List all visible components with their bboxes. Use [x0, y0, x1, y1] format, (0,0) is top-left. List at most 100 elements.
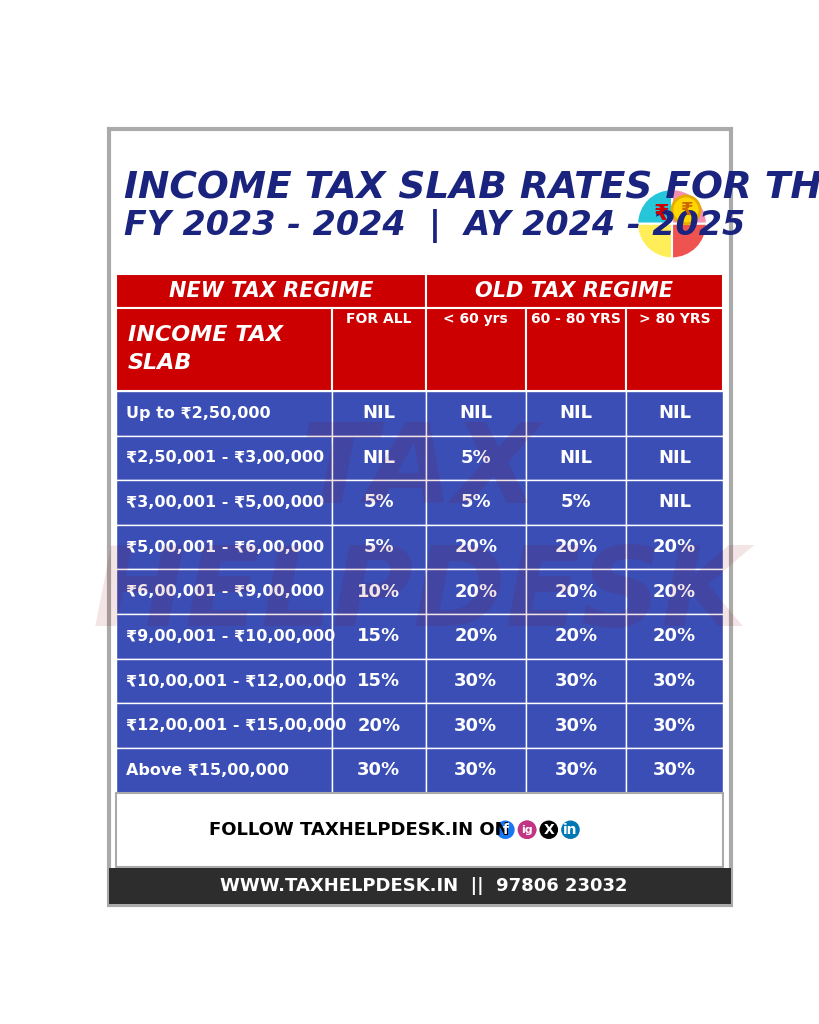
Text: 20%: 20%: [455, 539, 497, 556]
FancyBboxPatch shape: [626, 307, 723, 391]
Text: 10%: 10%: [357, 583, 400, 601]
FancyBboxPatch shape: [332, 525, 426, 569]
FancyBboxPatch shape: [626, 658, 723, 703]
Text: 5%: 5%: [364, 539, 394, 556]
Text: 30%: 30%: [455, 762, 497, 779]
FancyBboxPatch shape: [332, 703, 426, 749]
Text: 30%: 30%: [653, 672, 696, 690]
Text: NIL: NIL: [559, 449, 592, 467]
Text: ₹3,00,001 - ₹5,00,000: ₹3,00,001 - ₹5,00,000: [125, 495, 324, 510]
Circle shape: [496, 820, 514, 839]
Text: 20%: 20%: [554, 539, 598, 556]
Text: 30%: 30%: [554, 717, 598, 735]
FancyBboxPatch shape: [526, 569, 626, 614]
FancyBboxPatch shape: [116, 658, 332, 703]
Text: ₹: ₹: [654, 204, 670, 223]
FancyBboxPatch shape: [332, 614, 426, 658]
Wedge shape: [637, 224, 672, 258]
FancyBboxPatch shape: [626, 703, 723, 749]
FancyBboxPatch shape: [626, 391, 723, 435]
FancyBboxPatch shape: [626, 614, 723, 658]
Text: WWW.TAXHELPDESK.IN  ||  97806 23032: WWW.TAXHELPDESK.IN || 97806 23032: [220, 877, 627, 895]
FancyBboxPatch shape: [116, 435, 332, 480]
FancyBboxPatch shape: [426, 273, 723, 307]
Text: 60 - 80 YRS: 60 - 80 YRS: [531, 312, 621, 327]
Text: 20%: 20%: [653, 628, 696, 645]
Circle shape: [540, 820, 558, 839]
FancyBboxPatch shape: [116, 703, 332, 749]
FancyBboxPatch shape: [116, 614, 332, 658]
FancyBboxPatch shape: [332, 391, 426, 435]
Circle shape: [518, 820, 536, 839]
FancyBboxPatch shape: [526, 525, 626, 569]
FancyBboxPatch shape: [526, 480, 626, 525]
FancyBboxPatch shape: [426, 525, 526, 569]
FancyBboxPatch shape: [332, 435, 426, 480]
Text: 5%: 5%: [460, 494, 491, 512]
Text: 20%: 20%: [455, 628, 497, 645]
Text: in: in: [563, 822, 577, 837]
FancyBboxPatch shape: [426, 480, 526, 525]
Text: 20%: 20%: [357, 717, 400, 735]
FancyBboxPatch shape: [526, 749, 626, 793]
FancyBboxPatch shape: [116, 307, 332, 391]
Wedge shape: [672, 189, 707, 224]
Text: Above ₹15,00,000: Above ₹15,00,000: [125, 763, 288, 778]
Text: NEW TAX REGIME: NEW TAX REGIME: [169, 281, 373, 301]
Circle shape: [518, 820, 536, 839]
Text: ₹: ₹: [680, 201, 692, 219]
FancyBboxPatch shape: [109, 129, 731, 905]
Text: FOR ALL: FOR ALL: [346, 312, 411, 327]
Text: OLD TAX REGIME: OLD TAX REGIME: [476, 281, 673, 301]
Text: ₹9,00,001 - ₹10,00,000: ₹9,00,001 - ₹10,00,000: [125, 629, 335, 644]
FancyBboxPatch shape: [116, 273, 426, 307]
Text: 15%: 15%: [357, 672, 400, 690]
Text: 30%: 30%: [554, 762, 598, 779]
Text: 20%: 20%: [554, 583, 598, 601]
FancyBboxPatch shape: [626, 749, 723, 793]
FancyBboxPatch shape: [426, 703, 526, 749]
Text: 30%: 30%: [554, 672, 598, 690]
FancyBboxPatch shape: [332, 658, 426, 703]
Text: ₹5,00,001 - ₹6,00,000: ₹5,00,001 - ₹6,00,000: [125, 540, 324, 555]
FancyBboxPatch shape: [116, 749, 332, 793]
FancyBboxPatch shape: [426, 435, 526, 480]
FancyBboxPatch shape: [526, 658, 626, 703]
Text: TAX
HELPDESK: TAX HELPDESK: [93, 419, 748, 649]
FancyBboxPatch shape: [116, 793, 723, 866]
Text: 20%: 20%: [653, 583, 696, 601]
FancyBboxPatch shape: [526, 307, 626, 391]
FancyBboxPatch shape: [426, 569, 526, 614]
FancyBboxPatch shape: [332, 569, 426, 614]
FancyBboxPatch shape: [626, 480, 723, 525]
Text: 20%: 20%: [653, 539, 696, 556]
Text: 5%: 5%: [460, 449, 491, 467]
FancyBboxPatch shape: [426, 391, 526, 435]
FancyBboxPatch shape: [626, 435, 723, 480]
Text: INCOME TAX SLAB RATES FOR THE: INCOME TAX SLAB RATES FOR THE: [124, 171, 819, 207]
FancyBboxPatch shape: [426, 658, 526, 703]
FancyBboxPatch shape: [526, 435, 626, 480]
Text: ₹2,50,001 - ₹3,00,000: ₹2,50,001 - ₹3,00,000: [125, 451, 324, 465]
Text: 30%: 30%: [357, 762, 400, 779]
FancyBboxPatch shape: [526, 391, 626, 435]
Text: < 60 yrs: < 60 yrs: [444, 312, 509, 327]
Text: X: X: [543, 822, 554, 837]
FancyBboxPatch shape: [426, 749, 526, 793]
Text: NIL: NIL: [559, 404, 592, 422]
FancyBboxPatch shape: [332, 480, 426, 525]
Text: NIL: NIL: [658, 449, 691, 467]
FancyBboxPatch shape: [526, 703, 626, 749]
Text: 30%: 30%: [653, 717, 696, 735]
Text: 20%: 20%: [554, 628, 598, 645]
Text: NIL: NIL: [459, 404, 492, 422]
Text: FOLLOW TAXHELPDESK.IN ON: FOLLOW TAXHELPDESK.IN ON: [210, 821, 523, 839]
FancyBboxPatch shape: [526, 614, 626, 658]
FancyBboxPatch shape: [116, 569, 332, 614]
Text: NIL: NIL: [658, 404, 691, 422]
Circle shape: [672, 196, 700, 224]
Text: > 80 YRS: > 80 YRS: [639, 312, 710, 327]
Text: NIL: NIL: [658, 494, 691, 512]
FancyBboxPatch shape: [116, 480, 332, 525]
Text: 30%: 30%: [653, 762, 696, 779]
